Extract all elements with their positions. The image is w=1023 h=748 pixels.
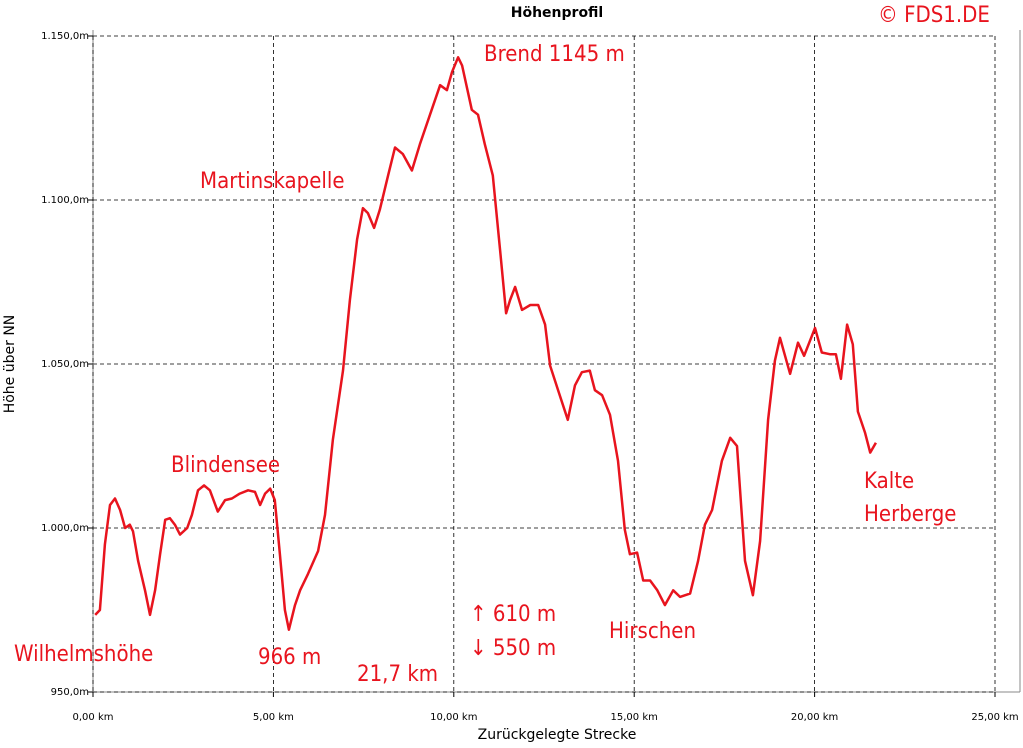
annotation: 21,7 km	[357, 662, 438, 687]
x-tick-label: 20,00 km	[791, 712, 838, 723]
x-axis-label: Zurückgelegte Strecke	[478, 727, 637, 743]
annotation: ↓ 550 m	[470, 636, 556, 661]
annotation: Wilhelmshöhe	[14, 642, 153, 667]
y-axis-label: Höhe über NN	[2, 315, 18, 414]
annotation: Herberge	[864, 502, 956, 527]
x-tick-label: 0,00 km	[73, 712, 114, 723]
annotation: Blindensee	[171, 453, 280, 478]
y-tick-label: 1.050,0m	[41, 359, 89, 370]
x-tick-label: 15,00 km	[611, 712, 658, 723]
annotation: 966 m	[258, 645, 321, 670]
annotation: Kalte	[864, 469, 914, 494]
annotation: ↑ 610 m	[470, 602, 556, 627]
y-tick-label: 1.150,0m	[41, 31, 89, 42]
chart-title: Höhenprofil	[511, 5, 603, 21]
y-tick-label: 1.000,0m	[41, 523, 89, 534]
x-tick-label: 10,00 km	[430, 712, 477, 723]
y-tick-label: 950,0m	[51, 687, 89, 698]
x-tick-label: 5,00 km	[253, 712, 294, 723]
annotation: Hirschen	[609, 619, 696, 644]
annotation: © FDS1.DE	[878, 3, 990, 28]
x-tick-label: 25,00 km	[971, 712, 1018, 723]
annotation: Brend 1145 m	[484, 42, 625, 67]
elevation-line	[94, 56, 877, 631]
y-tick-label: 1.100,0m	[41, 195, 89, 206]
annotation: Martinskapelle	[200, 169, 345, 194]
